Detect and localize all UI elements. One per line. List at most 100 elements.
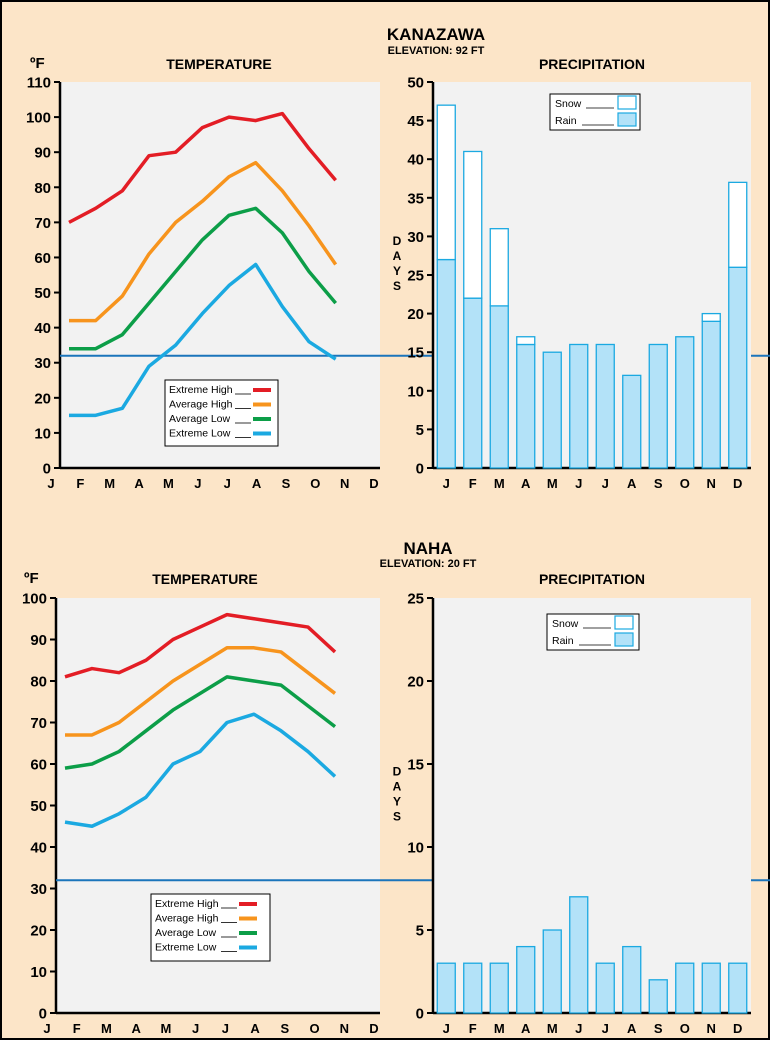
x-tick-label: M	[547, 476, 558, 491]
y-tick-label: 10	[34, 425, 51, 442]
x-tick-label: M	[494, 1021, 505, 1036]
rain-bar	[595, 343, 615, 469]
x-tick-label: F	[469, 476, 477, 491]
rain-bar	[489, 962, 509, 1014]
x-tick-label: S	[280, 1021, 289, 1036]
y-tick-label: 90	[34, 145, 51, 162]
y-tick-label: 0	[416, 461, 424, 478]
rain-bar	[463, 962, 483, 1014]
y-tick-label: 0	[43, 461, 51, 478]
x-tick-label: A	[627, 1021, 637, 1036]
rain-bar	[569, 343, 589, 469]
y-tick-label: 50	[407, 75, 424, 92]
x-tick-label: O	[680, 1021, 690, 1036]
x-tick-label: J	[443, 1021, 450, 1036]
rain-bar	[542, 929, 562, 1014]
precip-title-naha: PRECIPITATION	[539, 571, 645, 587]
snow-bar	[728, 181, 748, 268]
y-axis-label-letter: D	[393, 765, 402, 779]
series-line-average-high	[69, 160, 338, 323]
rain-bar	[542, 351, 562, 469]
snow-bar	[701, 312, 721, 322]
y-tick-label: 25	[407, 268, 424, 285]
x-tick-label: J	[194, 476, 201, 491]
y-tick-label: 15	[407, 757, 424, 774]
x-tick-label: M	[494, 476, 505, 491]
y-tick-label: 70	[30, 715, 47, 732]
y-tick-label: 5	[416, 422, 424, 439]
y-tick-label: 0	[416, 1006, 424, 1023]
rain-swatch	[617, 112, 637, 127]
y-tick-label: 10	[407, 840, 424, 857]
x-tick-label: N	[340, 1021, 349, 1036]
y-tick-label: 50	[30, 798, 47, 815]
rain-bar	[569, 896, 589, 1014]
y-tick-label: 80	[34, 180, 51, 197]
x-tick-label: O	[309, 1021, 319, 1036]
x-tick-label: J	[602, 476, 609, 491]
y-tick-label: 45	[407, 113, 424, 130]
y-tick-label: 15	[407, 345, 424, 362]
x-tick-label: N	[707, 476, 716, 491]
y-tick-label: 30	[30, 881, 47, 898]
x-tick-label: J	[47, 476, 54, 491]
legend-label: Average High	[169, 399, 233, 411]
rain-bar	[595, 962, 615, 1014]
station-title-kanazawa: KANAZAWA	[387, 25, 485, 44]
rain-bar	[489, 305, 509, 469]
series-line-extreme-low	[64, 712, 337, 828]
precip-title-kanazawa: PRECIPITATION	[539, 56, 645, 72]
x-tick-label: D	[369, 476, 378, 491]
y-tick-label: 60	[30, 757, 47, 774]
temp-title-kanazawa: TEMPERATURE	[166, 56, 272, 72]
rain-bar	[622, 374, 642, 469]
x-tick-label: S	[654, 476, 663, 491]
x-tick-label: A	[250, 1021, 260, 1036]
station-elevation-naha: ELEVATION: 20 FT	[380, 558, 477, 570]
y-tick-label: 70	[34, 215, 51, 232]
y-tick-label: 20	[407, 674, 424, 691]
legend-label: Average Low	[155, 927, 217, 939]
x-tick-label: A	[131, 1021, 141, 1036]
y-tick-label: 20	[407, 306, 424, 323]
x-tick-label: D	[733, 476, 742, 491]
y-axis-label-letter: Y	[393, 264, 401, 278]
y-tick-label: 30	[407, 229, 424, 246]
y-tick-label: 80	[30, 674, 47, 691]
x-tick-label: J	[575, 1021, 582, 1036]
x-tick-label: M	[104, 476, 115, 491]
y-tick-label: 100	[26, 110, 51, 127]
rain-bar	[436, 258, 456, 469]
station-elevation-kanazawa: ELEVATION: 92 FT	[388, 45, 485, 57]
y-tick-label: 50	[34, 285, 51, 302]
x-tick-label: F	[469, 1021, 477, 1036]
x-tick-label: J	[192, 1021, 199, 1036]
x-tick-label: J	[602, 1021, 609, 1036]
x-tick-label: D	[369, 1021, 378, 1036]
x-tick-label: A	[252, 476, 262, 491]
x-tick-label: N	[340, 476, 349, 491]
rain-bar	[675, 962, 695, 1014]
y-tick-label: 35	[407, 190, 424, 207]
y-tick-label: 10	[407, 383, 424, 400]
y-tick-label: 100	[22, 591, 47, 608]
y-axis-label-letter: A	[393, 249, 402, 263]
plot-area	[433, 82, 751, 468]
x-tick-label: F	[76, 476, 84, 491]
y-tick-label: 25	[407, 591, 424, 608]
x-tick-label: D	[733, 1021, 742, 1036]
y-axis-label-letter: Y	[393, 795, 401, 809]
plot-area	[433, 598, 751, 1013]
x-tick-label: J	[222, 1021, 229, 1036]
rain-swatch	[614, 632, 634, 647]
snow-swatch	[617, 95, 637, 110]
y-tick-label: 10	[30, 964, 47, 981]
temp-title-naha: TEMPERATURE	[152, 571, 258, 587]
x-tick-label: A	[627, 476, 637, 491]
x-tick-label: M	[547, 1021, 558, 1036]
x-tick-label: A	[134, 476, 144, 491]
series-line-average-low	[64, 675, 337, 770]
rain-bar	[516, 945, 536, 1014]
